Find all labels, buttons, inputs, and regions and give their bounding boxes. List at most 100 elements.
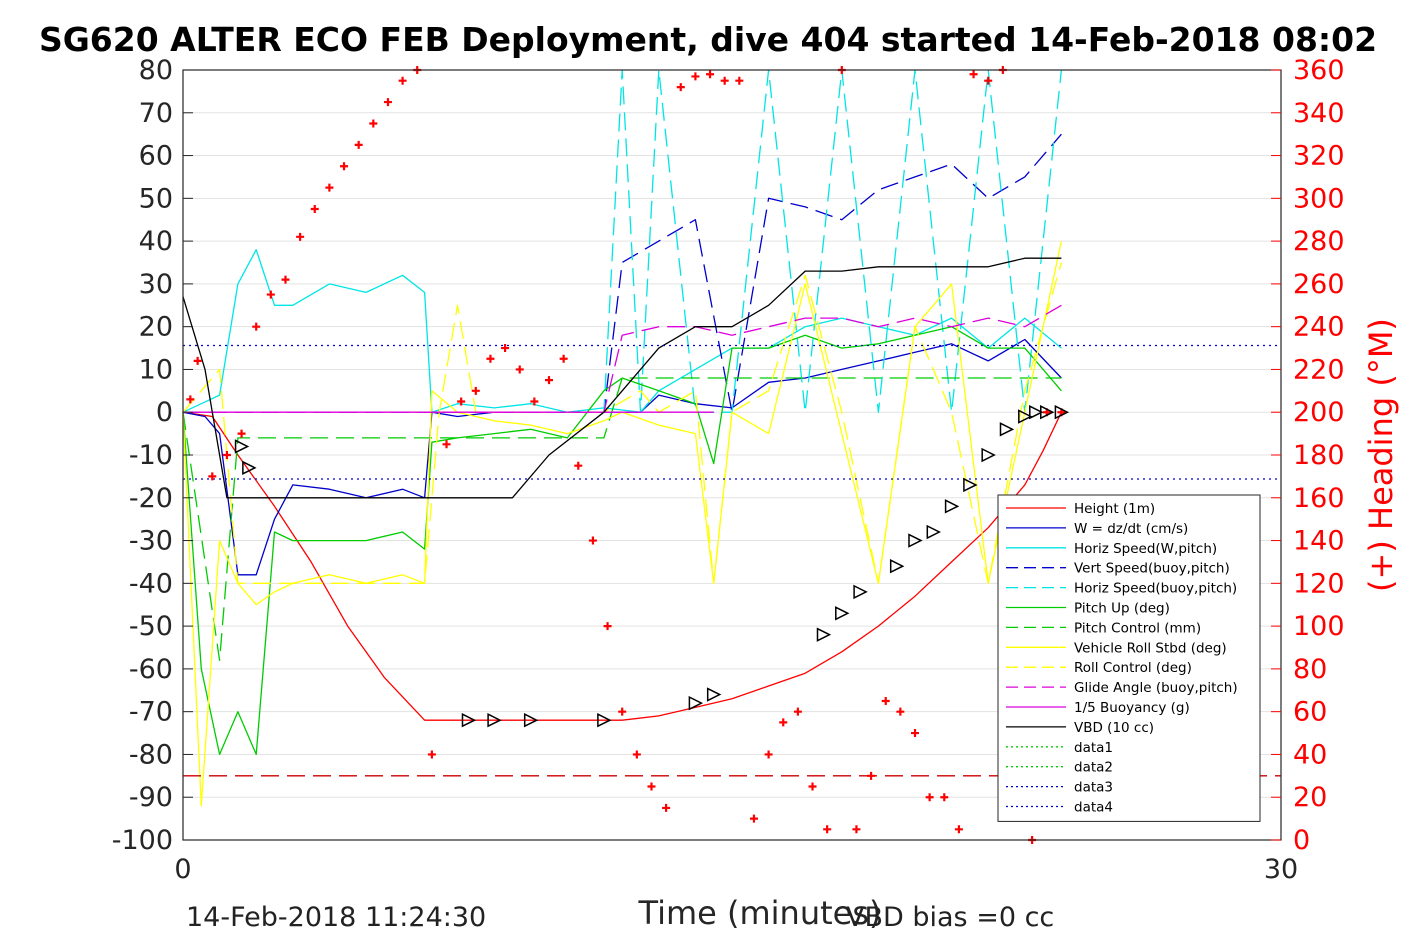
y-tick-label-right: 240 [1293, 312, 1345, 343]
turn-marker [853, 584, 868, 600]
series-line-6 [182, 377, 1062, 661]
turn-marker [926, 524, 941, 540]
turn-marker [944, 499, 960, 514]
turn-marker [706, 687, 722, 702]
legend-entry: VBD (10 cc) [1074, 720, 1154, 736]
y-tick-label-left: -100 [112, 825, 173, 856]
heading-point [588, 536, 597, 545]
y-tick-label-right: 60 [1293, 697, 1327, 728]
turn-marker [889, 559, 905, 574]
y-tick-label-left: -60 [129, 654, 173, 685]
heading-point [296, 232, 305, 241]
heading-point [354, 140, 363, 149]
legend-entry: data4 [1074, 800, 1113, 816]
turn-marker [1018, 409, 1033, 424]
heading-point [867, 771, 876, 780]
heading-point [193, 356, 202, 365]
heading-point [427, 750, 436, 759]
turn-marker [963, 477, 978, 493]
heading-point [969, 70, 978, 79]
legend-entry: Pitch Control (mm) [1074, 620, 1201, 636]
heading-point [881, 696, 890, 705]
heading-point [911, 729, 919, 738]
series-line-4 [183, 69, 1063, 413]
y-tick-label-left: -90 [129, 782, 173, 813]
legend-entry: Vert Speed(buoy,pitch) [1074, 561, 1230, 577]
turn-marker [242, 460, 257, 476]
heading-point [896, 707, 905, 716]
heading-point [340, 162, 349, 171]
heading-point [369, 119, 378, 128]
turn-marker [1054, 405, 1070, 420]
legend-entry: data3 [1074, 780, 1113, 796]
y-tick-label-left: -10 [129, 440, 173, 471]
heading-point [647, 782, 656, 791]
y-tick-label-left: 80 [139, 55, 173, 86]
y-tick-label-right: 360 [1293, 55, 1345, 86]
y-tick-label-right: 100 [1293, 611, 1345, 642]
y-tick-label-left: 70 [139, 98, 173, 129]
footer-vbd-bias: VBD bias =0 cc [846, 902, 1055, 933]
heading-point [940, 793, 949, 802]
y-tick-label-left: 20 [139, 312, 173, 343]
series-line-0 [182, 411, 1062, 721]
y-tick-label-left: 50 [139, 183, 173, 214]
y-tick-label-left: -80 [129, 739, 173, 770]
heading-point [618, 707, 627, 716]
heading-point [691, 72, 700, 81]
y-tick-label-right: 140 [1293, 526, 1345, 557]
legend-entry: Horiz Speed(buoy,pitch) [1074, 581, 1237, 597]
heading-point [208, 472, 217, 481]
heading-point [808, 782, 817, 791]
x-axis-label: Time (minutes) [638, 894, 882, 932]
heading-point [222, 451, 231, 459]
turn-marker [461, 713, 477, 728]
heading-point [545, 376, 553, 385]
legend-entry: 1/5 Buoyancy (g) [1074, 700, 1190, 716]
heading-point [632, 750, 641, 759]
y-tick-label-left: -70 [129, 697, 173, 728]
heading-point [720, 76, 729, 85]
turn-marker [1029, 405, 1044, 420]
y-tick-label-right: 20 [1293, 782, 1327, 813]
heading-point [559, 354, 568, 363]
y-tick-label-right: 320 [1293, 141, 1345, 172]
legend-entry: Roll Control (deg) [1074, 660, 1192, 676]
turn-marker [981, 447, 996, 463]
heading-point [779, 718, 788, 727]
heading-point [954, 825, 963, 834]
y-tick-label-right: 40 [1293, 739, 1327, 770]
heading-point [749, 814, 758, 823]
y-tick-label-right: 0 [1293, 825, 1310, 856]
legend-entry: Glide Angle (buoy,pitch) [1074, 680, 1238, 696]
heading-point [457, 397, 466, 406]
turn-marker [487, 713, 502, 728]
heading-point [515, 365, 524, 374]
y-tick-label-right: 200 [1293, 397, 1345, 428]
y-tick-label-left: 60 [139, 141, 173, 172]
turn-marker [835, 606, 850, 621]
y-tick-label-left: -20 [129, 483, 173, 514]
heading-point [925, 793, 934, 802]
legend-entry: Height (1m) [1074, 501, 1155, 517]
y-tick-label-right: 180 [1293, 440, 1345, 471]
y-axis-label-right: (+) Heading (°M) [1362, 318, 1400, 592]
heading-point [486, 354, 495, 363]
heading-point [325, 183, 334, 192]
y-tick-label-left: 40 [139, 226, 173, 257]
turn-marker [908, 533, 923, 548]
series-line-9 [183, 304, 1062, 413]
footer-timestamp: 14-Feb-2018 11:24:30 [186, 902, 487, 933]
turn-marker [688, 695, 704, 711]
x-tick-label: 0 [174, 854, 191, 885]
y-tick-label-right: 260 [1293, 269, 1345, 300]
legend-entry: Pitch Up (deg) [1074, 601, 1170, 617]
heading-point [574, 461, 583, 470]
turn-marker [999, 422, 1015, 437]
heading-point [530, 397, 539, 406]
heading-point [676, 83, 685, 92]
legend-entry: data1 [1074, 740, 1113, 756]
heading-point [706, 70, 715, 79]
